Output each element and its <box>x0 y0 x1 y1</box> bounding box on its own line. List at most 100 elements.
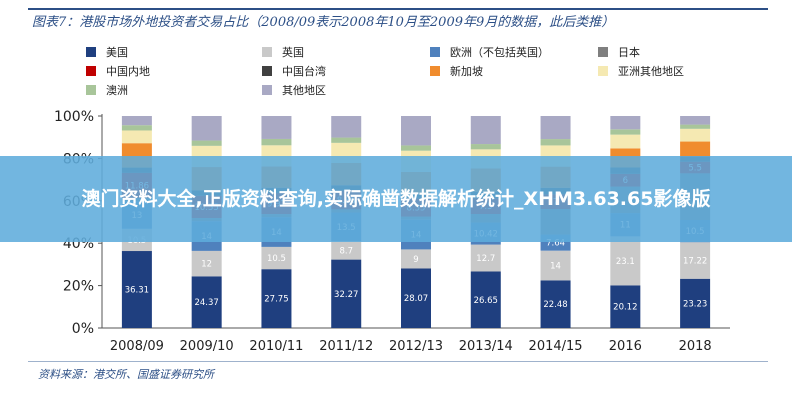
legend-swatch <box>86 47 96 57</box>
legend-swatch <box>262 66 272 76</box>
legend-swatch <box>430 66 440 76</box>
legend-label: 其他地区 <box>282 84 326 97</box>
legend-swatch <box>262 47 272 57</box>
legend-item: 澳洲 <box>86 82 128 98</box>
bar-segment <box>401 116 431 146</box>
x-tick-label: 2016 <box>609 339 642 354</box>
bar-segment <box>680 141 711 157</box>
x-tick-label: 2011/12 <box>319 339 373 354</box>
data-label: 23.1 <box>616 257 635 267</box>
data-label: 14 <box>550 262 561 272</box>
x-tick-label: 2012/13 <box>389 339 443 354</box>
bar-segment <box>540 250 571 281</box>
legend-label: 中国台湾 <box>282 65 326 78</box>
y-tick-label: 20% <box>63 279 94 295</box>
data-label: 28.07 <box>404 294 428 304</box>
bar-segment <box>680 242 711 279</box>
legend-swatch <box>86 85 96 95</box>
x-tick-label: 2009/10 <box>180 339 234 354</box>
bar-segment <box>401 268 431 328</box>
data-label: 27.75 <box>264 295 288 305</box>
legend-swatch <box>598 66 608 76</box>
bar-segment <box>261 138 292 146</box>
bar-segment <box>331 116 362 138</box>
bar-segment <box>121 125 152 131</box>
legend-item: 新加坡 <box>430 63 483 79</box>
bar-segment <box>610 134 641 149</box>
bar-segment <box>680 128 711 142</box>
bar-segment <box>540 139 571 146</box>
bar-segment <box>401 249 431 269</box>
legend-label: 欧洲（不包括英国） <box>450 46 549 59</box>
bar-segment <box>331 259 362 328</box>
bar-segment <box>191 140 222 146</box>
bar-segment <box>680 278 711 328</box>
legend-swatch <box>262 85 272 95</box>
legend-label: 澳洲 <box>106 84 128 97</box>
x-tick-label: 2018 <box>679 339 712 354</box>
legend-item: 其他地区 <box>262 82 326 98</box>
data-label: 20.12 <box>613 303 637 313</box>
bar-segment <box>540 116 571 140</box>
bar-segment <box>331 241 362 260</box>
bar-segment <box>121 116 152 126</box>
bar-segment <box>121 251 152 328</box>
data-label: 32.27 <box>334 290 358 300</box>
headline-text: 澳门资料大全,正版资料查询,实际确凿数据解析统计_XHM3.63.65影像版 <box>81 188 711 210</box>
bar-segment <box>261 116 292 139</box>
bar-segment <box>121 130 152 144</box>
bar-segment <box>470 244 501 272</box>
legend-item: 英国 <box>262 44 304 60</box>
bar-segment <box>470 116 501 145</box>
bar-segment <box>680 116 711 125</box>
y-tick-label: 100% <box>54 109 94 125</box>
legend-item: 欧洲（不包括英国） <box>430 44 549 60</box>
bar-segment <box>191 116 222 141</box>
bar-segment <box>610 236 641 286</box>
legend-swatch <box>430 47 440 57</box>
data-label: 22.48 <box>543 300 567 310</box>
bar-segment <box>401 145 431 151</box>
title-rule <box>28 8 768 10</box>
legend-item: 亚洲其他地区 <box>598 63 684 79</box>
bar-segment <box>191 250 222 277</box>
bar-segment <box>680 124 711 129</box>
data-label: 10.5 <box>267 254 286 264</box>
x-tick-label: 2008/09 <box>110 339 164 354</box>
chart-title: 图表7：港股市场外地投资者交易占比（2008/09表示2008年10月至2009… <box>32 15 615 30</box>
bar-segment <box>470 271 501 328</box>
y-tick-label: 0% <box>72 321 94 337</box>
data-label: 12 <box>201 260 212 270</box>
x-tick-label: 2010/11 <box>249 339 303 354</box>
bar-segment <box>261 269 292 328</box>
bar-segment <box>610 129 641 135</box>
bar-segment <box>261 246 292 270</box>
source-note: 资料来源：港交所、国盛证券研究所 <box>38 368 214 381</box>
data-label: 9 <box>413 255 418 265</box>
legend-label: 日本 <box>618 46 640 59</box>
data-label: 17.22 <box>683 256 707 266</box>
data-label: 7.64 <box>546 239 565 249</box>
data-label: 24.37 <box>194 298 218 308</box>
legend-label: 英国 <box>282 46 304 59</box>
legend-item: 中国台湾 <box>262 63 326 79</box>
x-tick-label: 2013/14 <box>459 339 513 354</box>
bar-segment <box>470 144 501 150</box>
bar-segment <box>610 116 641 130</box>
legend-swatch <box>86 66 96 76</box>
legend-label: 中国内地 <box>106 65 150 78</box>
chart-legend: 美国 英国 欧洲（不包括英国） 日本中国内地 中国台湾 新加坡 亚洲其他地区澳洲 其他地区 <box>86 44 726 108</box>
legend-label: 亚洲其他地区 <box>618 65 684 78</box>
bar-segment <box>331 137 362 143</box>
legend-item: 日本 <box>598 44 640 60</box>
x-tick-label: 2014/15 <box>529 339 583 354</box>
bar-segment <box>540 280 571 328</box>
bar-segment <box>610 285 641 328</box>
data-label: 36.31 <box>125 286 149 296</box>
data-label: 26.65 <box>474 296 498 306</box>
data-label: 23.23 <box>683 299 707 309</box>
legend-item: 中国内地 <box>86 63 150 79</box>
legend-label: 美国 <box>106 46 128 59</box>
source-rule <box>28 361 768 362</box>
legend-item: 美国 <box>86 44 128 60</box>
